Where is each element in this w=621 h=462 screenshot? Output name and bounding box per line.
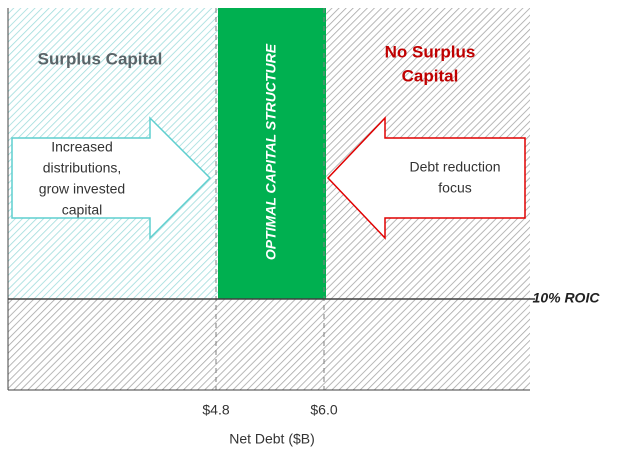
region-label: No Surplus <box>385 42 476 61</box>
x-tick-label: $4.8 <box>202 402 229 418</box>
arrow-text: distributions, <box>43 160 122 176</box>
threshold-label: 10% ROIC <box>533 290 601 306</box>
region-label: Surplus Capital <box>38 49 163 68</box>
x-axis-label: Net Debt ($B) <box>229 431 315 447</box>
band-label: OPTIMAL CAPITAL STRUCTURE <box>263 43 279 260</box>
arrow-text: capital <box>62 202 102 218</box>
arrow-text: Increased <box>51 139 112 155</box>
arrow-text: grow invested <box>39 181 125 197</box>
arrow-text: Debt reduction <box>409 159 500 175</box>
region-label: Capital <box>402 66 459 85</box>
x-tick-label: $6.0 <box>310 402 337 418</box>
arrow-right <box>11 116 212 240</box>
optimal-band <box>218 8 326 299</box>
arrow-text: focus <box>438 180 471 196</box>
arrow-left <box>326 116 526 240</box>
below-threshold-region <box>8 299 530 390</box>
